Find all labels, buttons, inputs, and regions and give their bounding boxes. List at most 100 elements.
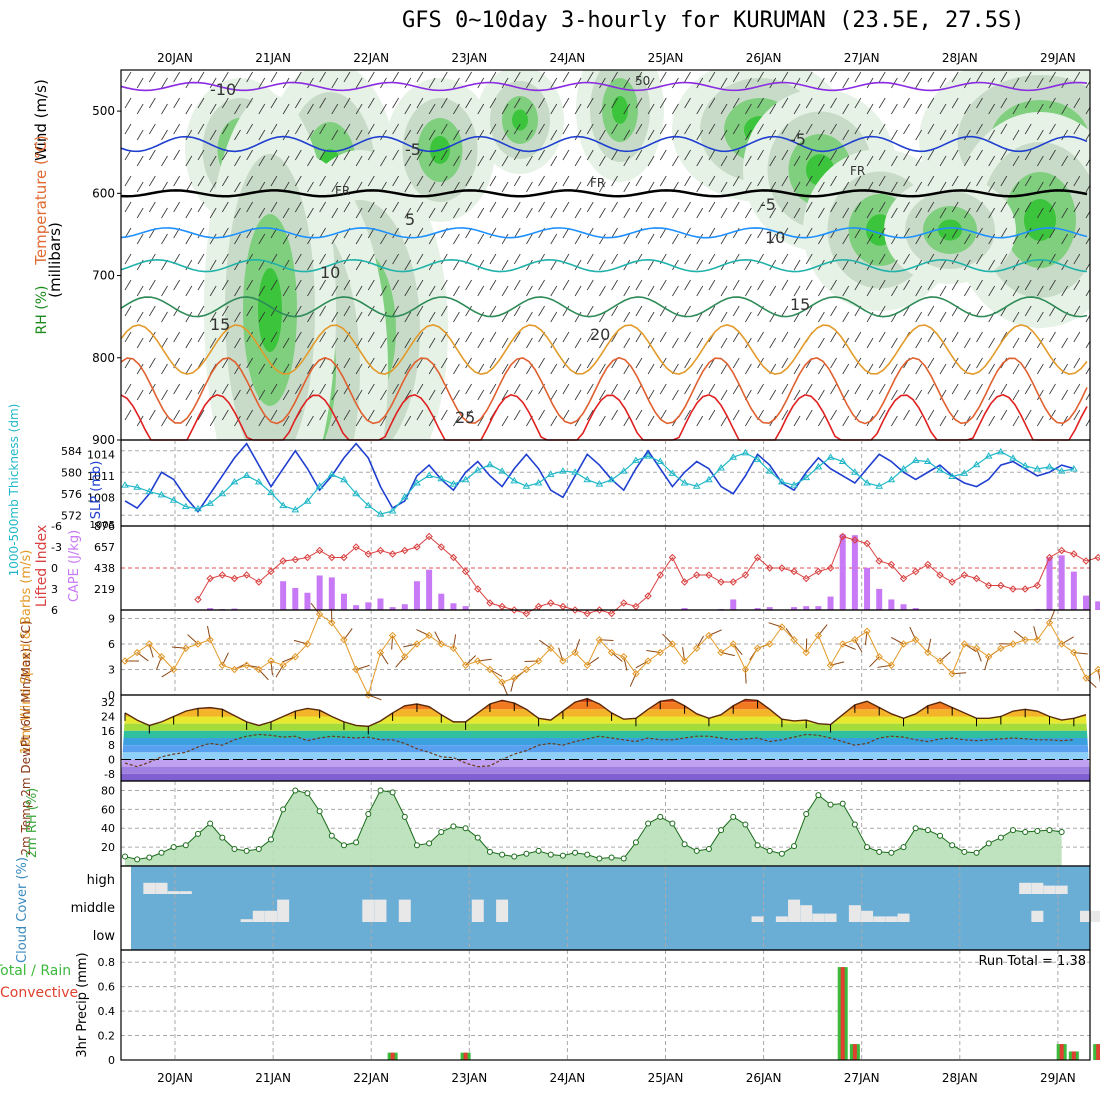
wind-barb <box>562 305 570 317</box>
cloud-bar <box>1031 882 1044 894</box>
rh-marker <box>462 825 469 832</box>
pressure-tick-label: 700 <box>92 269 115 283</box>
wind-barb <box>465 331 472 343</box>
wind-barb <box>976 357 983 369</box>
wind-barb <box>1073 357 1081 369</box>
wind-barb <box>611 227 618 239</box>
wind-barb <box>477 337 485 349</box>
lifted-index-marker <box>315 546 324 555</box>
wind-barb <box>915 389 923 401</box>
wind-barb <box>161 285 168 297</box>
wind-barb <box>927 305 935 317</box>
wind-barb <box>355 259 363 271</box>
wind-barb <box>428 155 436 167</box>
rh-marker <box>632 839 639 846</box>
wind-barb <box>915 285 923 297</box>
wind-barb <box>781 175 789 187</box>
precip-tick-label: 0.4 <box>98 1005 116 1018</box>
thickness-tick-label: 584 <box>61 445 82 458</box>
rh-marker <box>924 827 931 834</box>
wind-barb <box>148 123 156 135</box>
wind-barb <box>209 259 217 271</box>
wind-barb <box>319 357 326 369</box>
wind-speed-marker <box>972 644 981 652</box>
wind-barb <box>221 383 229 395</box>
wind-barb <box>477 155 485 167</box>
wind-barb <box>124 123 132 135</box>
rh-marker <box>961 848 968 855</box>
wind-barb <box>513 149 521 161</box>
wind-speed-marker <box>948 670 956 678</box>
wind-barb <box>258 285 266 297</box>
wind-frame <box>120 609 1091 696</box>
slp-tick-label: 1014 <box>87 448 115 461</box>
wind-barb <box>793 77 801 89</box>
wind-barb <box>781 253 789 265</box>
wind-barb <box>453 77 460 89</box>
wind-barb <box>781 383 789 395</box>
wind-barb <box>964 259 971 271</box>
wind-barb <box>1061 363 1069 375</box>
wind-barb <box>404 285 412 297</box>
wind-barb <box>1012 181 1020 193</box>
wind-barb <box>623 337 631 349</box>
lifted-index-marker <box>693 571 701 579</box>
contour-label: 25 <box>455 408 475 427</box>
wind-barb <box>939 207 947 219</box>
wind-barb <box>294 305 302 317</box>
wind-barb <box>915 311 923 323</box>
wind-barb <box>672 103 679 115</box>
wind-barb <box>343 357 351 369</box>
wind-barb <box>976 279 983 291</box>
rh-marker <box>365 811 372 818</box>
contour-label: 50 <box>635 74 650 88</box>
pressure-tick-label: 800 <box>92 351 115 365</box>
wind-barb <box>586 201 594 213</box>
cape-bar <box>292 587 299 610</box>
wind-barb <box>477 285 485 297</box>
wind-barb <box>976 97 983 109</box>
thickness-marker <box>279 501 288 509</box>
wind-barb <box>586 149 594 161</box>
wind-barb <box>562 383 570 395</box>
chart-title: GFS 0~10day 3-hourly for KURUMAN (23.5E,… <box>402 8 1025 33</box>
lifted-index-marker <box>230 574 239 583</box>
wind-barb <box>538 97 545 109</box>
wind-barb <box>623 181 631 193</box>
wind-barb <box>745 363 752 375</box>
wind-barb <box>392 97 399 109</box>
wind-barb <box>234 259 241 271</box>
wind-barb <box>501 181 509 193</box>
wind-barb <box>343 97 351 109</box>
wind-barb <box>136 233 144 245</box>
wind-barb <box>684 331 691 343</box>
thickness-marker <box>595 480 604 487</box>
wind-barb <box>635 331 643 343</box>
wind-barb <box>586 305 594 317</box>
wind-barb <box>611 123 618 135</box>
wind-barb <box>1061 415 1069 427</box>
wind-speed-marker <box>547 644 555 652</box>
wind-barb <box>136 77 144 89</box>
wind-barb <box>1049 305 1056 317</box>
cape-bar <box>231 608 238 610</box>
wind-barb <box>185 389 193 401</box>
wind-barb <box>343 201 351 213</box>
wind-barb <box>307 285 314 297</box>
wind-barb <box>453 311 460 323</box>
wind-barb <box>903 409 910 421</box>
wind-barb <box>404 155 412 167</box>
wind-barb <box>891 259 898 271</box>
thickness-marker <box>972 460 981 468</box>
wind-barb <box>647 389 655 401</box>
wind-barb <box>161 103 168 115</box>
rh-line <box>124 789 1062 860</box>
wind-barb <box>599 337 606 349</box>
wind-barb <box>416 123 424 135</box>
wind-barb <box>562 331 570 343</box>
wind-barb <box>428 311 436 323</box>
wind-barb <box>465 383 472 395</box>
wind-barb <box>854 227 862 239</box>
wind-barb <box>380 103 387 115</box>
wind-speed-marker <box>632 670 640 678</box>
